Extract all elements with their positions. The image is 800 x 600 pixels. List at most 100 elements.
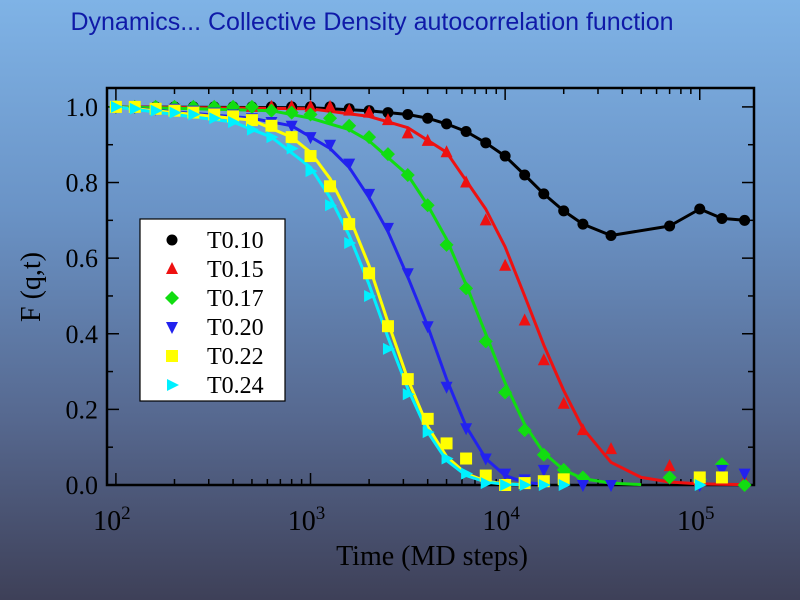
x-tick-label: 103 — [288, 503, 326, 537]
point-t0-10 — [519, 169, 531, 181]
point-t0-20 — [715, 464, 728, 477]
point-t0-22 — [285, 131, 298, 144]
point-t0-20 — [421, 321, 434, 334]
legend-marker-t0-20 — [166, 322, 178, 334]
point-t0-20 — [381, 222, 394, 235]
point-t0-24 — [228, 116, 241, 129]
point-t0-17 — [662, 470, 677, 485]
point-t0-22 — [304, 150, 317, 163]
x-tick-base: 10 — [93, 506, 121, 537]
point-t0-15 — [440, 145, 453, 158]
point-t0-15 — [576, 423, 589, 436]
point-t0-10 — [538, 188, 550, 200]
point-t0-17 — [459, 281, 474, 296]
point-t0-10 — [716, 212, 728, 224]
legend-marker-t0-17 — [165, 291, 179, 305]
x-tick-label: 104 — [482, 503, 520, 537]
point-t0-15 — [518, 313, 531, 326]
point-t0-17 — [498, 385, 513, 400]
point-t0-17 — [420, 198, 435, 213]
legend-marker-t0-22 — [166, 350, 178, 362]
point-t0-22 — [245, 114, 258, 127]
point-t0-24 — [441, 452, 454, 465]
legend-label-t0-17: T0.17 — [207, 286, 264, 312]
legend-label-t0-20: T0.20 — [207, 315, 264, 341]
point-t0-15 — [460, 175, 473, 188]
point-t0-22 — [440, 437, 453, 450]
point-t0-15 — [324, 99, 337, 112]
point-t0-15 — [557, 396, 570, 409]
point-t0-20 — [304, 132, 317, 145]
point-t0-17 — [303, 107, 318, 122]
point-t0-15 — [343, 103, 356, 116]
legend-box — [139, 218, 286, 402]
y-tick-label: 1.0 — [66, 93, 99, 122]
point-t0-20 — [479, 453, 492, 466]
point-t0-20 — [460, 423, 473, 436]
point-t0-10 — [402, 108, 414, 120]
point-t0-15 — [381, 113, 394, 126]
point-t0-17 — [284, 105, 299, 120]
x-tick-exponent: 3 — [316, 503, 326, 524]
legend-marker-t0-10 — [166, 234, 178, 246]
point-t0-24 — [188, 108, 201, 121]
point-t0-10 — [499, 150, 511, 162]
point-t0-24 — [461, 467, 474, 480]
point-t0-17 — [264, 103, 279, 118]
point-t0-10 — [558, 205, 570, 217]
plot-frame — [105, 86, 756, 487]
point-t0-20 — [440, 381, 453, 394]
point-t0-17 — [400, 167, 415, 182]
point-t0-10 — [480, 137, 492, 149]
point-t0-24 — [402, 388, 415, 401]
point-t0-20 — [499, 468, 512, 481]
legend-marker-t0-15 — [166, 262, 178, 274]
point-t0-24 — [325, 199, 338, 212]
point-t0-24 — [364, 289, 377, 302]
point-t0-15 — [304, 99, 317, 112]
point-t0-20 — [324, 139, 337, 152]
point-t0-22 — [343, 218, 356, 231]
point-t0-24 — [150, 104, 163, 117]
point-t0-24 — [382, 342, 395, 355]
point-t0-22 — [401, 373, 414, 386]
point-t0-15 — [537, 353, 550, 366]
point-t0-24 — [129, 102, 142, 115]
point-t0-24 — [422, 426, 435, 439]
x-tick-exponent: 5 — [705, 503, 715, 524]
point-t0-20 — [343, 158, 356, 171]
data-markers — [108, 99, 752, 492]
point-t0-10 — [460, 125, 472, 137]
series-t0-24 — [110, 100, 707, 491]
point-t0-24 — [480, 477, 493, 490]
point-t0-24 — [209, 112, 222, 125]
point-t0-17 — [536, 447, 551, 462]
y-tick-label: 0.2 — [66, 395, 99, 424]
point-t0-17 — [362, 130, 377, 145]
point-t0-17 — [342, 118, 357, 133]
point-t0-20 — [605, 480, 618, 492]
point-t0-22 — [381, 320, 394, 333]
x-tick-exponent: 2 — [121, 503, 130, 524]
legend-label-t0-22: T0.22 — [207, 344, 264, 370]
point-t0-24 — [500, 479, 513, 491]
point-t0-24 — [246, 123, 259, 136]
point-t0-20 — [576, 480, 589, 492]
point-t0-24 — [558, 479, 571, 491]
point-t0-10 — [664, 220, 676, 232]
x-tick-base: 10 — [482, 506, 510, 537]
point-t0-24 — [519, 479, 532, 491]
point-t0-24 — [110, 100, 123, 113]
point-t0-17 — [380, 147, 395, 162]
legend-marker-t0-24 — [167, 379, 179, 391]
point-t0-22 — [265, 119, 278, 132]
y-axis-label: F (q,t) — [16, 252, 47, 322]
legend-label-t0-24: T0.24 — [207, 373, 264, 399]
point-t0-24 — [286, 142, 299, 155]
x-axis-label: Time (MD steps) — [336, 541, 528, 572]
point-t0-17 — [737, 478, 752, 492]
point-t0-24 — [305, 165, 318, 178]
point-t0-15 — [663, 459, 676, 472]
y-tick-label: 0.0 — [66, 471, 99, 500]
